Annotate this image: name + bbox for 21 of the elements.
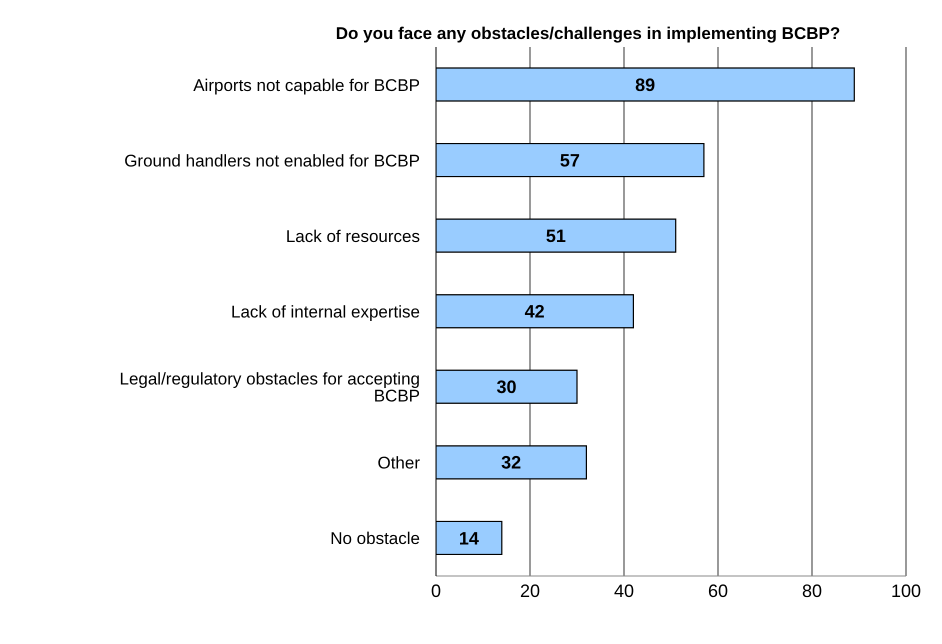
y-tick-label: Lack of resources bbox=[286, 226, 420, 246]
data-label: 32 bbox=[501, 452, 522, 473]
y-tick-label: Airports not capable for BCBP bbox=[193, 76, 420, 95]
data-label: 30 bbox=[496, 377, 517, 398]
data-label: 57 bbox=[560, 150, 580, 170]
x-tick-label: 0 bbox=[430, 580, 442, 601]
data-label: 14 bbox=[458, 528, 479, 548]
chart-title: Do you face any obstacles/challenges in implementing BCBP? bbox=[334, 24, 842, 44]
y-tick-label: Lack of internal expertise bbox=[231, 302, 420, 322]
y-tick-label: Ground handlers not enabled for BCBP bbox=[124, 151, 420, 170]
y-tick-label: Legal/regulatory obstacles for accepting BCBP bbox=[119, 370, 420, 406]
x-tick-label: 100 bbox=[890, 580, 922, 601]
x-tick-label: 20 bbox=[520, 580, 540, 601]
x-tick-label: 60 bbox=[708, 580, 728, 601]
x-tick-label: 80 bbox=[802, 580, 822, 601]
y-tick-label: No obstacle bbox=[330, 529, 420, 548]
x-tick-label: 40 bbox=[614, 580, 634, 601]
data-label: 51 bbox=[546, 226, 566, 246]
data-label: 89 bbox=[635, 74, 656, 95]
data-label: 42 bbox=[524, 302, 545, 322]
y-tick-label: Other bbox=[377, 454, 420, 473]
